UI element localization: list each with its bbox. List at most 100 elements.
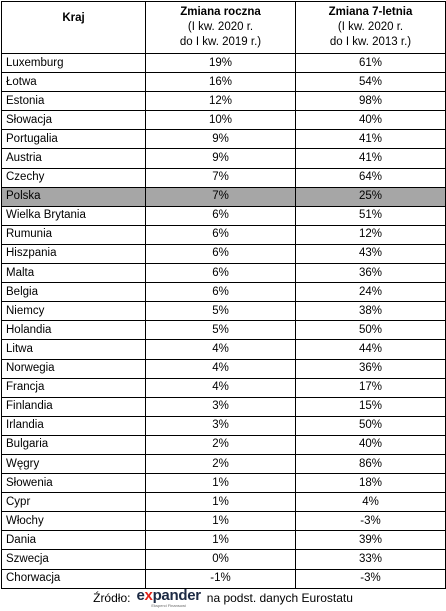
seven-year-change-cell: 86% — [295, 453, 446, 475]
table-row: Holandia 5% 50% — [1, 320, 446, 341]
country-cell: Niemcy — [1, 301, 146, 322]
annual-change-cell: 4% — [145, 358, 296, 379]
annual-change-cell: 12% — [145, 91, 296, 112]
country-cell: Finlandia — [1, 396, 146, 417]
seven-year-change-cell: 18% — [295, 473, 446, 494]
annual-change-cell: 7% — [145, 186, 296, 207]
annual-change-cell: 5% — [145, 320, 296, 341]
country-cell: Węgry — [1, 453, 146, 475]
header-annual-change: Zmiana roczna (I kw. 2020 r. do I kw. 20… — [145, 1, 296, 54]
table-row: Szwecja 0% 33% — [1, 549, 446, 570]
annual-change-cell: 2% — [145, 453, 296, 475]
table-row: Francja 4% 17% — [1, 377, 446, 398]
seven-year-change-cell: 41% — [295, 129, 446, 150]
country-cell: Czechy — [1, 167, 146, 188]
annual-change-cell: 6% — [145, 243, 296, 265]
country-cell: Belgia — [1, 282, 146, 303]
annual-change-cell: 9% — [145, 129, 296, 150]
table-row: Niemcy 5% 38% — [1, 301, 446, 322]
annual-change-cell: 19% — [145, 52, 296, 74]
header-annual-sub1: (I kw. 2020 r. — [187, 21, 254, 33]
seven-year-change-cell: 39% — [295, 530, 446, 551]
table-row: Finlandia 3% 15% — [1, 396, 446, 417]
table-row: Malta 6% 36% — [1, 263, 446, 284]
seven-year-change-cell: -3% — [295, 511, 446, 532]
header-annual-sub2: do I kw. 2019 r.) — [179, 36, 262, 48]
country-cell: Słowacja — [1, 110, 146, 131]
annual-change-cell: 9% — [145, 148, 296, 169]
table-row: Irlandia 3% 50% — [1, 415, 446, 436]
annual-change-cell: 2% — [145, 434, 296, 455]
source-footer: Źródło: expander Eksperci Finansowi na p… — [0, 586, 446, 610]
table-row: Węgry 2% 86% — [1, 453, 446, 475]
annual-change-cell: 6% — [145, 224, 296, 245]
seven-year-change-cell: 54% — [295, 72, 446, 93]
source-suffix: na podst. danych Eurostatu — [206, 591, 353, 605]
annual-change-cell: 3% — [145, 396, 296, 417]
table-row: Słowacja 10% 40% — [1, 110, 446, 131]
annual-change-cell: 16% — [145, 72, 296, 93]
country-cell: Francja — [1, 377, 146, 398]
seven-year-change-cell: 98% — [295, 91, 446, 112]
annual-change-cell: 6% — [145, 282, 296, 303]
country-cell: Austria — [1, 148, 146, 169]
table-row: Czechy 7% 64% — [1, 167, 446, 188]
seven-year-change-cell: 50% — [295, 415, 446, 436]
table-row: Polska 7% 25% — [1, 186, 446, 207]
country-cell: Bulgaria — [1, 434, 146, 455]
country-cell: Estonia — [1, 91, 146, 112]
country-cell: Cypr — [1, 492, 146, 513]
table-row: Portugalia 9% 41% — [1, 129, 446, 150]
seven-year-change-cell: 41% — [295, 148, 446, 169]
table-row: Wielka Brytania 6% 51% — [1, 205, 446, 226]
seven-year-change-cell: 43% — [295, 243, 446, 265]
annual-change-cell: 3% — [145, 415, 296, 436]
logo-word-post: pander — [152, 587, 202, 604]
country-cell: Słowenia — [1, 473, 146, 494]
annual-change-cell: 1% — [145, 530, 296, 551]
seven-year-change-cell: 44% — [295, 339, 446, 360]
country-cell: Holandia — [1, 320, 146, 341]
country-cell: Chorwacja — [1, 568, 146, 589]
seven-year-change-cell: 36% — [295, 358, 446, 379]
country-cell: Wielka Brytania — [1, 205, 146, 226]
header-seven-year-change: Zmiana 7-letnia (I kw. 2020 r. do I kw. … — [295, 1, 446, 54]
header-row: Kraj Zmiana roczna (I kw. 2020 r. do I k… — [1, 1, 446, 54]
annual-change-cell: 6% — [145, 205, 296, 226]
logo-word-x: x — [144, 587, 153, 604]
country-cell: Łotwa — [1, 72, 146, 93]
country-cell: Dania — [1, 530, 146, 551]
country-cell: Luxemburg — [1, 52, 146, 74]
logo-subtitle: Eksperci Finansowi — [151, 603, 186, 608]
table-row: Rumunia 6% 12% — [1, 224, 446, 245]
table-row: Luxemburg 19% 61% — [1, 52, 446, 74]
logo-word-pre: e — [136, 587, 145, 604]
table-row: Belgia 6% 24% — [1, 282, 446, 303]
annual-change-cell: 1% — [145, 511, 296, 532]
seven-year-change-cell: 33% — [295, 549, 446, 570]
table-row: Dania 1% 39% — [1, 530, 446, 551]
annual-change-cell: 10% — [145, 110, 296, 131]
country-cell: Włochy — [1, 511, 146, 532]
table-row: Słowenia 1% 18% — [1, 473, 446, 494]
annual-change-cell: 5% — [145, 301, 296, 322]
table-row: Estonia 12% 98% — [1, 91, 446, 112]
table-row: Chorwacja -1% -3% — [1, 568, 446, 589]
seven-year-change-cell: 17% — [295, 377, 446, 398]
annual-change-cell: 1% — [145, 473, 296, 494]
seven-year-change-cell: 38% — [295, 301, 446, 322]
source-prefix: Źródło: — [93, 591, 131, 605]
header-seven-title: Zmiana 7-letnia — [328, 6, 413, 18]
country-cell: Portugalia — [1, 129, 146, 150]
annual-change-cell: 0% — [145, 549, 296, 570]
country-cell: Malta — [1, 263, 146, 284]
annual-change-cell: 6% — [145, 263, 296, 284]
seven-year-change-cell: 4% — [295, 492, 446, 513]
annual-change-cell: 4% — [145, 377, 296, 398]
table-row: Norwegia 4% 36% — [1, 358, 446, 379]
header-country: Kraj — [1, 1, 146, 54]
country-cell: Hiszpania — [1, 243, 146, 265]
table-body: Luxemburg 19% 61% Łotwa 16% 54% Estonia 12% 98% S… — [1, 52, 446, 589]
seven-year-change-cell: 50% — [295, 320, 446, 341]
seven-year-change-cell: 40% — [295, 110, 446, 131]
